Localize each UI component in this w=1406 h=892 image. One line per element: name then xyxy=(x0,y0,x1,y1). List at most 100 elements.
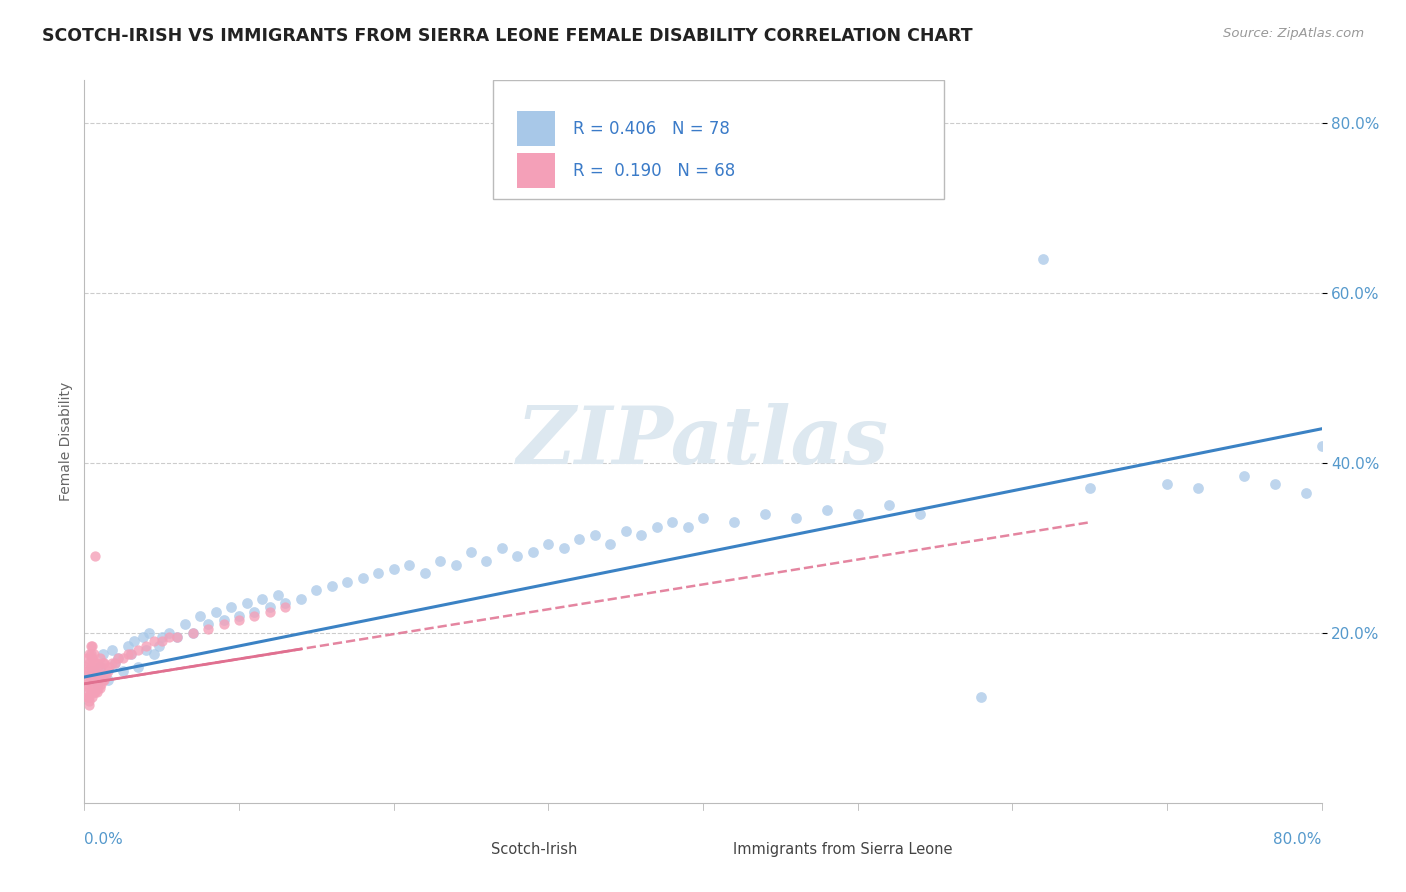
Point xyxy=(219,600,242,615)
Point xyxy=(475,553,498,567)
Point xyxy=(93,673,115,687)
Text: Immigrants from Sierra Leone: Immigrants from Sierra Leone xyxy=(733,842,952,857)
Point xyxy=(77,668,100,682)
Point xyxy=(367,566,389,581)
Point xyxy=(101,656,124,670)
Point xyxy=(87,660,110,674)
Point xyxy=(205,605,228,619)
Point xyxy=(86,668,108,682)
Point xyxy=(212,617,235,632)
Point xyxy=(1078,481,1101,495)
Point xyxy=(460,545,482,559)
Point xyxy=(290,591,312,606)
Point xyxy=(235,596,259,610)
Point xyxy=(1156,477,1178,491)
Point xyxy=(174,617,197,632)
Point xyxy=(79,647,101,661)
Point xyxy=(150,630,173,644)
Point xyxy=(1295,485,1317,500)
Point xyxy=(75,660,97,674)
Point xyxy=(117,639,139,653)
Point xyxy=(77,698,100,712)
Point xyxy=(429,553,451,567)
Point xyxy=(117,647,139,661)
Point xyxy=(84,673,107,687)
Point xyxy=(83,673,105,687)
Point xyxy=(93,656,115,670)
Point xyxy=(135,639,157,653)
Point xyxy=(86,685,108,699)
Point xyxy=(645,519,668,533)
Point xyxy=(96,664,118,678)
Point xyxy=(1032,252,1054,266)
Point xyxy=(79,685,101,699)
Point xyxy=(120,647,142,661)
Point xyxy=(86,656,108,670)
Point xyxy=(1187,481,1209,495)
Point xyxy=(112,664,135,678)
Point xyxy=(553,541,575,555)
Point xyxy=(132,630,155,644)
Point xyxy=(84,549,107,564)
Point xyxy=(181,625,204,640)
Text: Source: ZipAtlas.com: Source: ZipAtlas.com xyxy=(1223,27,1364,40)
Point xyxy=(352,570,374,584)
Point xyxy=(76,664,98,678)
Point xyxy=(89,668,111,682)
Point xyxy=(90,660,112,674)
Point xyxy=(127,642,149,657)
Point xyxy=(77,647,100,661)
Point xyxy=(537,536,560,550)
Point xyxy=(82,664,104,678)
Point xyxy=(877,498,900,512)
Point xyxy=(908,507,931,521)
Point xyxy=(138,625,160,640)
Point xyxy=(101,642,124,657)
FancyBboxPatch shape xyxy=(517,153,554,188)
Point xyxy=(84,685,107,699)
Point xyxy=(785,511,807,525)
Point xyxy=(243,608,266,623)
Point xyxy=(259,600,281,615)
Point xyxy=(159,630,180,644)
Point xyxy=(148,639,170,653)
Text: Scotch-Irish: Scotch-Irish xyxy=(492,842,578,857)
Point xyxy=(79,660,101,674)
Point xyxy=(1264,477,1286,491)
Point xyxy=(104,656,127,670)
Point xyxy=(398,558,420,572)
FancyBboxPatch shape xyxy=(450,838,477,862)
Point xyxy=(83,685,105,699)
Point xyxy=(107,651,129,665)
Point xyxy=(104,656,127,670)
Text: R =  0.190   N = 68: R = 0.190 N = 68 xyxy=(574,161,735,179)
Point xyxy=(87,681,110,695)
Point xyxy=(614,524,637,538)
Point xyxy=(82,677,104,691)
Point xyxy=(692,511,714,525)
Point xyxy=(86,677,108,691)
FancyBboxPatch shape xyxy=(690,838,718,862)
Point xyxy=(127,660,149,674)
Point xyxy=(143,634,166,648)
Point xyxy=(336,574,359,589)
FancyBboxPatch shape xyxy=(492,80,945,200)
FancyBboxPatch shape xyxy=(517,112,554,146)
Point xyxy=(77,694,100,708)
Point xyxy=(491,541,513,555)
Point xyxy=(76,651,98,665)
Point xyxy=(77,681,100,695)
Point xyxy=(197,622,219,636)
Point xyxy=(91,656,114,670)
Point xyxy=(76,690,98,704)
Point xyxy=(267,588,290,602)
Point xyxy=(89,651,111,665)
Point xyxy=(188,608,211,623)
Point xyxy=(970,690,993,704)
Point xyxy=(444,558,467,572)
Point xyxy=(274,596,297,610)
Point xyxy=(82,664,104,678)
Point xyxy=(305,583,328,598)
Point xyxy=(107,651,129,665)
Point xyxy=(506,549,529,564)
